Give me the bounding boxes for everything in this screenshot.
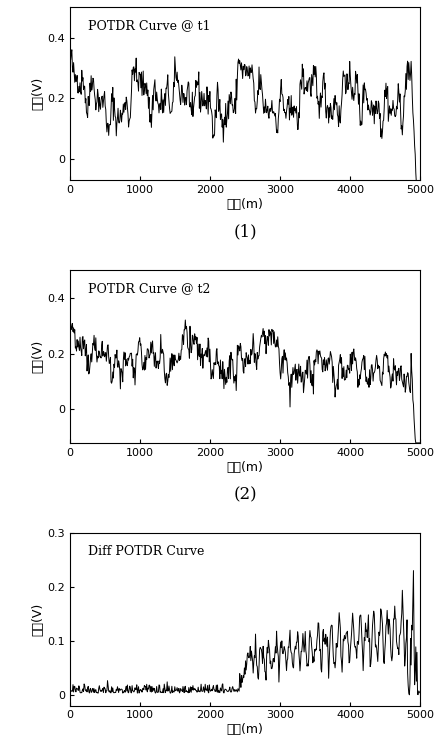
Text: Diff POTDR Curve: Diff POTDR Curve [88, 545, 204, 558]
Text: POTDR Curve @ t2: POTDR Curve @ t2 [88, 282, 210, 295]
Y-axis label: 电压(V): 电压(V) [32, 340, 45, 373]
Y-axis label: 电压(V): 电压(V) [32, 603, 45, 636]
X-axis label: 距离(m): 距离(m) [227, 723, 264, 735]
X-axis label: 距离(m): 距离(m) [227, 461, 264, 473]
X-axis label: 距离(m): 距离(m) [227, 198, 264, 211]
Text: POTDR Curve @ t1: POTDR Curve @ t1 [88, 19, 210, 32]
Y-axis label: 电压(V): 电压(V) [32, 77, 45, 110]
Text: (2): (2) [233, 486, 257, 503]
Text: (1): (1) [233, 223, 257, 240]
